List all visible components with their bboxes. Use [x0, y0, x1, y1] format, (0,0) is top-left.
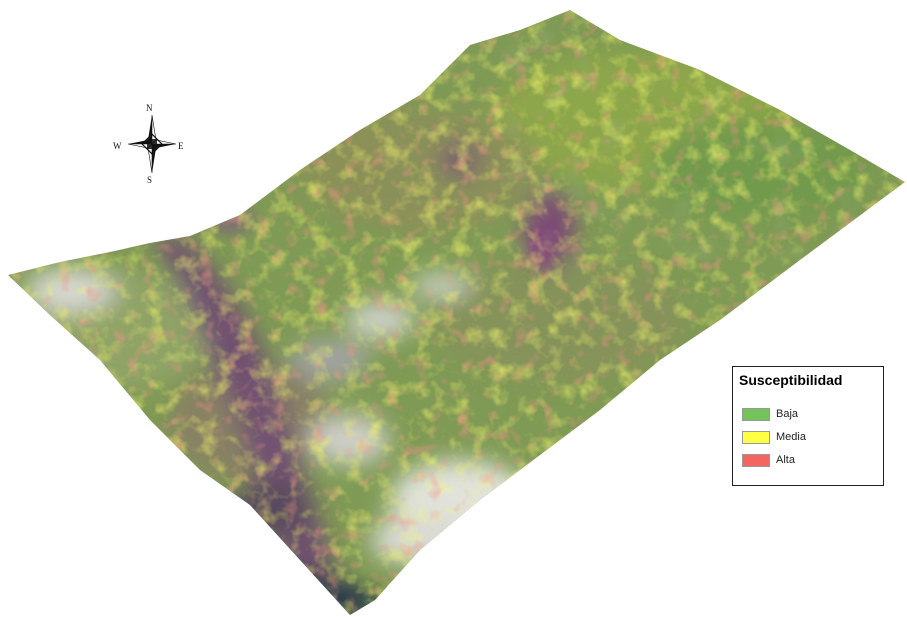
legend-swatch-baja — [742, 407, 770, 421]
compass-south-label: S — [147, 175, 153, 185]
legend-item-alta: Alta — [742, 453, 795, 467]
legend-box: Susceptibilidad Baja Media Alta — [732, 366, 884, 486]
legend-item-baja: Baja — [742, 407, 798, 421]
compass-rose: N S W E — [112, 104, 192, 188]
compass-east-label: E — [178, 141, 184, 151]
legend-swatch-media — [742, 430, 770, 444]
compass-west-label: W — [113, 141, 122, 151]
legend-label-media: Media — [776, 431, 806, 443]
compass-north-label: N — [146, 103, 153, 113]
legend-title: Susceptibilidad — [739, 372, 843, 388]
legend-label-alta: Alta — [776, 454, 795, 466]
compass-star-icon — [127, 114, 177, 174]
legend-swatch-alta — [742, 453, 770, 467]
legend-item-media: Media — [742, 430, 806, 444]
legend-label-baja: Baja — [776, 408, 799, 420]
